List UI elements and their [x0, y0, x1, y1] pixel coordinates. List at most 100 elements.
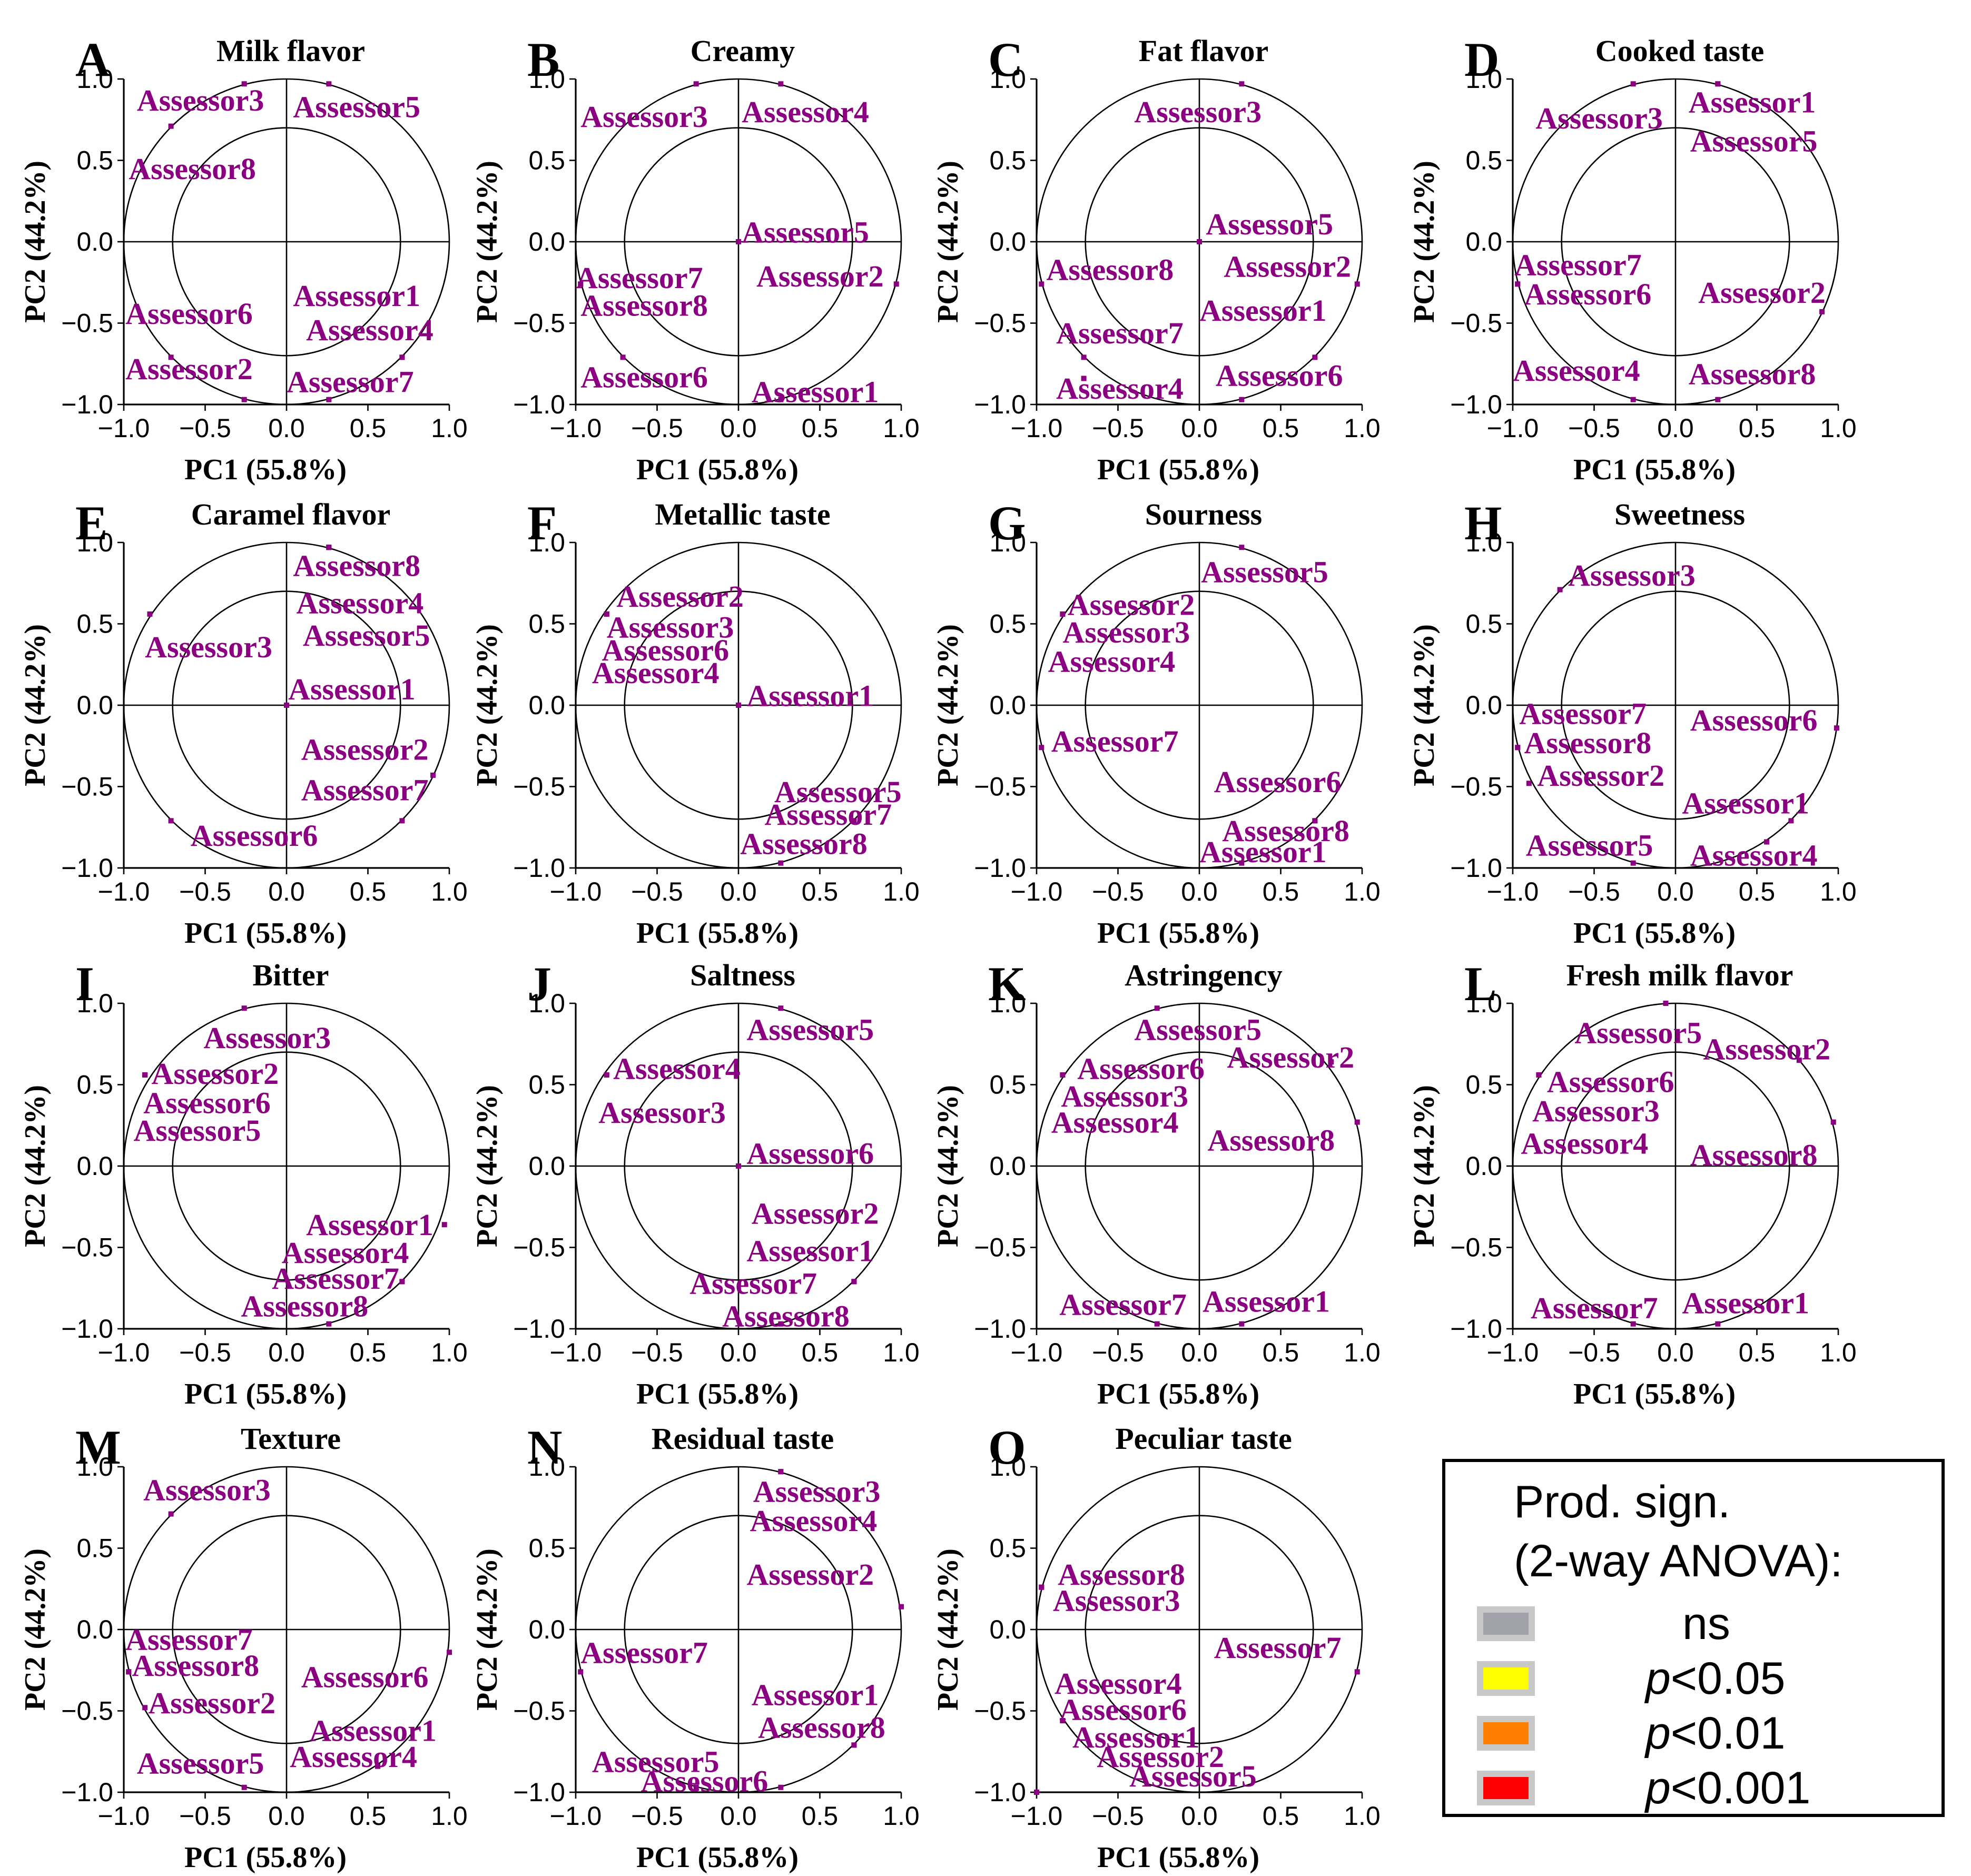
assessor-label: Assessor7	[272, 1261, 399, 1296]
assessor-point	[1819, 309, 1825, 314]
x-axis-label: PC1 (55.8%)	[1097, 1841, 1259, 1874]
x-tick-label: 0.0	[268, 1801, 305, 1831]
assessor-point	[399, 354, 405, 360]
assessor-label: Assessor4	[1513, 353, 1640, 388]
x-tick-label: 0.0	[268, 413, 305, 443]
assessor-point	[1239, 81, 1245, 87]
x-tick-label: 0.5	[802, 413, 839, 443]
assessor-point	[778, 1321, 784, 1327]
panel-letter: L	[1464, 957, 1496, 1011]
assessor-label: Assessor8	[1690, 1138, 1818, 1172]
assessor-label: Assessor2	[125, 352, 253, 386]
x-axis-label: PC1 (55.8%)	[184, 1378, 347, 1410]
y-tick-label: 1.0	[1465, 528, 1502, 557]
y-tick-label: 1.0	[528, 989, 565, 1018]
x-tick-label: −1.0	[550, 1338, 602, 1367]
y-tick-label: 1.0	[528, 528, 565, 557]
assessor-point	[142, 1705, 148, 1711]
assessor-point	[1060, 1072, 1066, 1078]
assessor-point	[736, 703, 741, 708]
assessor-point	[1239, 397, 1245, 402]
panel-title: Saltness	[690, 958, 795, 992]
y-tick-label: 0.5	[989, 609, 1026, 639]
assessor-label: Assessor5	[746, 1012, 874, 1046]
assessor-label: Assessor1	[288, 672, 416, 706]
assessor-label: Assessor8	[1222, 814, 1349, 848]
assessor-label: Assessor7	[1059, 1288, 1187, 1322]
x-tick-label: 1.0	[883, 1801, 920, 1831]
assessor-label: Assessor1	[1682, 786, 1809, 820]
panel-letter: H	[1464, 496, 1502, 550]
assessor-label: Assessor3	[598, 1095, 726, 1130]
y-tick-label: −0.5	[513, 1696, 565, 1726]
y-axis-label: PC2 (44.2%)	[19, 1548, 52, 1711]
panel-letter: J	[527, 957, 551, 1011]
assessor-point	[241, 397, 247, 402]
assessor-label: Assessor1	[1682, 1286, 1809, 1320]
assessor-point	[1239, 860, 1245, 866]
panel-title: Metallic taste	[655, 497, 830, 531]
y-tick-label: −0.5	[61, 1233, 113, 1262]
assessor-point	[1312, 354, 1318, 360]
assessor-label: Assessor8	[1047, 253, 1174, 287]
assessor-label: Assessor4	[613, 1052, 741, 1086]
legend-item-p0001: p<0.001	[1477, 1764, 1925, 1812]
assessor-point	[851, 1742, 857, 1748]
panel-letter: D	[1464, 33, 1499, 86]
assessor-label: Assessor8	[1058, 1557, 1185, 1592]
x-tick-label: 0.0	[268, 877, 305, 906]
assessor-point	[1354, 281, 1360, 287]
x-tick-label: −1.0	[550, 413, 602, 443]
assessor-label: Assessor2	[1224, 249, 1351, 283]
assessor-point	[1788, 818, 1794, 824]
y-tick-label: 0.0	[1465, 227, 1502, 256]
assessor-label: Assessor6	[1547, 1064, 1674, 1099]
y-tick-label: 1.0	[989, 64, 1026, 94]
assessor-label: Assessor7	[287, 365, 414, 399]
x-tick-label: −0.5	[179, 413, 231, 443]
x-tick-label: −0.5	[631, 877, 683, 906]
panel-d: −1.0−1.0 −0.5 −0.5 0.0 0.0 0.5 0.5 1.0 1.0 PC1 (5…	[1408, 33, 1857, 486]
assessor-point	[1154, 1321, 1160, 1327]
x-axis-label: PC1 (55.8%)	[636, 917, 799, 950]
y-axis-label: PC2 (44.2%)	[471, 161, 504, 323]
assessor-point	[1834, 725, 1839, 731]
panel-title: Astringency	[1125, 958, 1283, 992]
assessor-point	[1515, 281, 1521, 287]
assessor-point	[778, 1469, 784, 1475]
panel-letter: B	[527, 33, 559, 86]
panel-letter: N	[527, 1420, 562, 1474]
panel-title: Sweetness	[1614, 497, 1745, 531]
assessor-point	[430, 772, 436, 778]
x-tick-label: 0.0	[1181, 1801, 1218, 1831]
assessor-label: Assessor3	[1532, 1094, 1660, 1128]
y-axis-label: PC2 (44.2%)	[471, 1548, 504, 1711]
assessor-label: Assessor2	[616, 579, 744, 614]
panel-letter: G	[988, 496, 1026, 550]
assessor-label: Assessor7	[1051, 724, 1179, 758]
x-axis-label: PC1 (55.8%)	[1097, 453, 1259, 486]
x-tick-label: 0.5	[350, 877, 387, 906]
x-tick-label: 0.0	[720, 877, 757, 906]
x-tick-label: −1.0	[550, 1801, 602, 1831]
assessor-point	[1630, 1321, 1636, 1327]
assessor-point	[1081, 376, 1087, 381]
assessor-point	[241, 1005, 247, 1011]
assessor-point	[1630, 397, 1636, 402]
assessor-label: Assessor4	[1521, 1127, 1648, 1161]
assessor-label: Assessor7	[301, 773, 429, 807]
assessor-point	[778, 1784, 784, 1790]
x-tick-label: 0.0	[1181, 1338, 1218, 1367]
panel-e: −1.0−1.0 −0.5 −0.5 0.0 0.0 0.5 0.5 1.0 1.0 PC1 (5…	[19, 496, 468, 950]
x-tick-label: 0.0	[1181, 877, 1218, 906]
legend-swatch-p001	[1477, 1716, 1535, 1751]
assessor-point	[778, 860, 784, 866]
assessor-label: Assessor8	[293, 548, 420, 582]
assessor-point	[1081, 354, 1087, 360]
assessor-label: Assessor6	[602, 633, 729, 667]
x-axis-label: PC1 (55.8%)	[184, 917, 347, 950]
assessor-label: Assessor2	[301, 732, 429, 766]
assessor-label: Assessor1	[1072, 1720, 1200, 1754]
x-tick-label: −1.0	[1487, 1338, 1539, 1367]
y-axis-label: PC2 (44.2%)	[19, 1085, 52, 1247]
